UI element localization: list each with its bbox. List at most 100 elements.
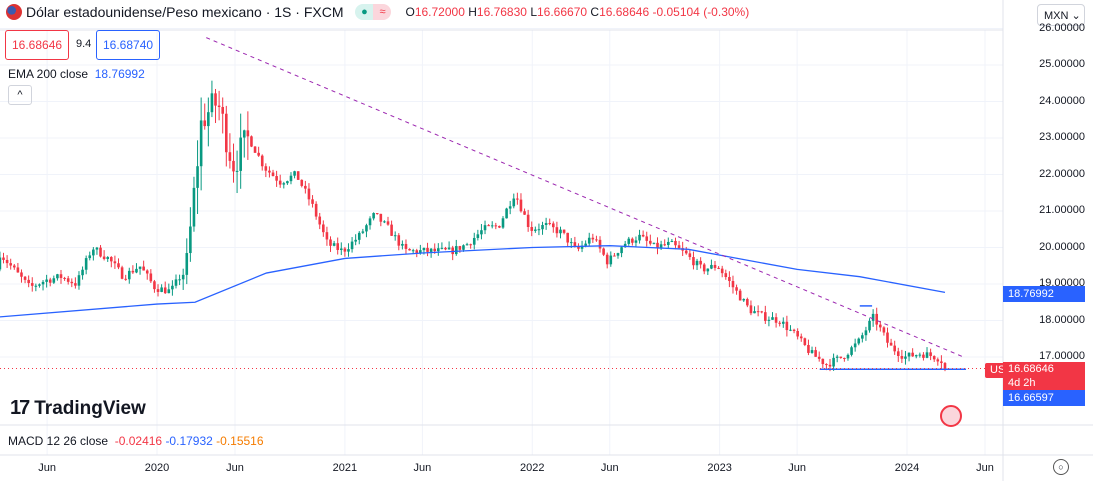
candle-body — [375, 213, 379, 215]
x-tick-label: Jun — [976, 462, 994, 474]
candle-body — [339, 248, 343, 250]
currency-select[interactable]: MXN ⌄ — [1037, 4, 1085, 26]
candle-body — [753, 311, 756, 314]
candle-body — [889, 342, 893, 346]
candle-body — [879, 324, 882, 328]
candle-body — [868, 320, 871, 331]
candle-body — [735, 287, 738, 291]
economic-event-flag-icon[interactable] — [940, 405, 962, 427]
x-tick-label: Jun — [226, 462, 244, 474]
candle-body — [602, 248, 605, 255]
collapse-legend-button[interactable]: ^ — [8, 85, 32, 105]
candle-body — [702, 264, 706, 272]
tradingview-logo[interactable]: 17 TradingView — [10, 397, 146, 419]
candle-body — [720, 268, 724, 274]
candle-body — [246, 130, 250, 137]
candle-body — [587, 237, 591, 244]
buy-button[interactable]: 16.68740 — [96, 30, 161, 60]
candle-body — [569, 242, 573, 244]
symbol-title[interactable]: Dólar estadounidense/Peso mexicano · 1S … — [26, 4, 344, 20]
candle-body — [896, 351, 900, 356]
candle-body — [52, 278, 56, 283]
candle-body — [692, 257, 695, 266]
trendline — [206, 37, 964, 358]
candle-body — [149, 273, 153, 282]
candle-body — [904, 356, 907, 359]
candle-body — [167, 289, 171, 294]
candle-body — [221, 106, 225, 114]
candle-body — [203, 120, 207, 127]
candle-body — [419, 250, 422, 254]
candle-body — [135, 268, 138, 273]
candle-body — [106, 257, 110, 260]
candle-body — [207, 112, 210, 127]
candle-body — [796, 331, 799, 337]
y-tick-label: 25.00000 — [1039, 58, 1085, 70]
candle-body — [767, 319, 771, 321]
candle-body — [925, 352, 929, 358]
settings-gear-icon[interactable]: ○ — [1053, 459, 1069, 475]
candle-body — [882, 327, 886, 333]
candle-body — [282, 183, 286, 185]
candle-body — [253, 146, 257, 153]
candle-body — [627, 238, 631, 244]
candle-body — [893, 345, 896, 352]
candle-body — [9, 263, 12, 266]
candle-body — [605, 254, 609, 265]
candle-body — [354, 239, 357, 242]
candle-body — [433, 248, 437, 252]
ema-price-tag: 18.76992 — [1003, 286, 1085, 302]
tv-mark-icon: 17 — [10, 397, 30, 419]
candle-body — [771, 317, 774, 320]
candle-body — [483, 225, 487, 231]
chevron-down-icon: ⌄ — [1071, 10, 1081, 22]
candle-body — [728, 277, 731, 282]
candle-body — [271, 172, 275, 177]
ema-legend[interactable]: EMA 200 close 18.76992 — [8, 67, 145, 81]
candle-body — [153, 281, 156, 290]
candle-body — [738, 290, 742, 301]
candle-body — [577, 246, 580, 249]
candle-body — [616, 253, 620, 256]
candle-body — [27, 279, 30, 284]
macd-legend[interactable]: MACD 12 26 close -0.02416 -0.17932 -0.15… — [8, 434, 264, 448]
candle-body — [199, 120, 203, 167]
candle-body — [63, 277, 66, 279]
candle-body — [286, 181, 289, 184]
candle-body — [857, 338, 861, 344]
candle-body — [487, 225, 490, 227]
candle-body — [555, 227, 559, 234]
candle-body — [437, 248, 440, 252]
candle-body — [832, 357, 835, 367]
candle-body — [12, 265, 16, 268]
ema-200-line — [0, 245, 946, 318]
candle-body — [440, 247, 444, 249]
candle-body — [127, 270, 131, 280]
candle-body — [835, 356, 839, 358]
candle-body — [512, 198, 516, 207]
candle-body — [336, 243, 339, 250]
status-pill[interactable]: ● ≈ — [355, 4, 392, 20]
candle-body — [810, 350, 814, 353]
sell-button[interactable]: 16.68646 — [5, 30, 70, 60]
candle-body — [2, 257, 5, 260]
candle-body — [918, 354, 922, 356]
candle-body — [508, 206, 512, 209]
candle-body — [598, 239, 602, 249]
candle-body — [620, 247, 623, 254]
current-price-tag: 16.68646 4d 2h — [1003, 362, 1085, 390]
candle-body — [609, 255, 613, 265]
candle-body — [314, 203, 318, 217]
candle-body — [257, 152, 260, 156]
x-tick-label: Jun — [600, 462, 619, 474]
x-tick-label: Jun — [38, 462, 57, 474]
candle-body — [490, 225, 494, 227]
candle-body — [724, 273, 728, 278]
x-tick-label: 2024 — [894, 462, 920, 474]
candle-body — [329, 239, 332, 246]
candle-body — [742, 299, 746, 301]
candle-body — [548, 223, 552, 225]
candle-body — [623, 243, 627, 248]
candle-body — [196, 166, 199, 188]
